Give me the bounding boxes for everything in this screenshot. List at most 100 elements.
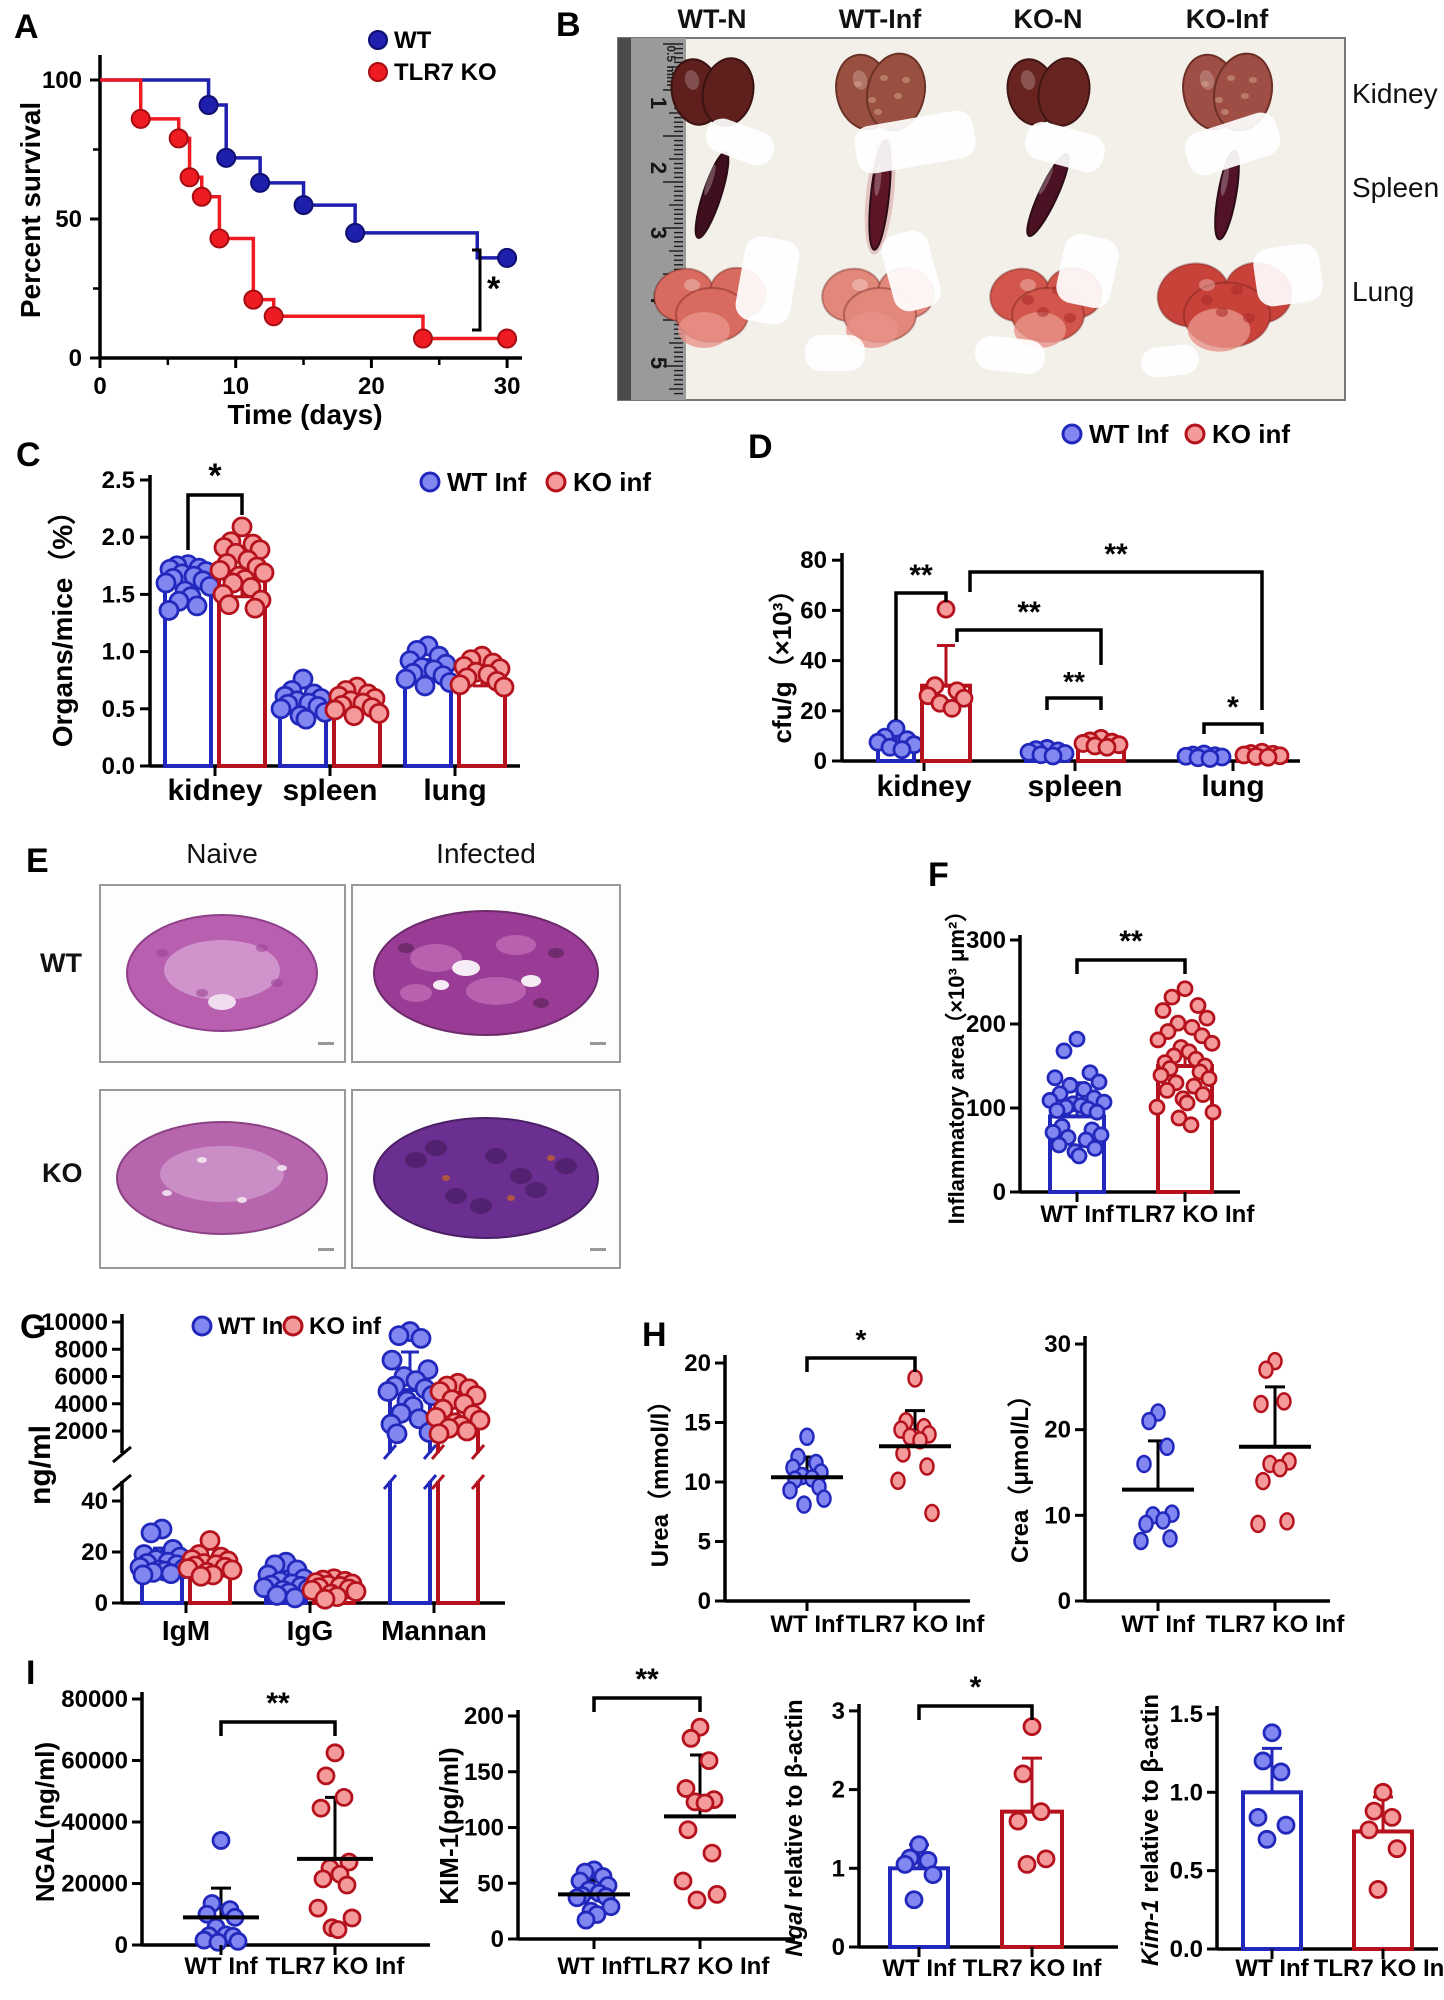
y-axis-title: cfu/g（×10³） — [767, 577, 797, 744]
scale-bar — [318, 1248, 334, 1251]
ruler-number: 3 — [646, 227, 671, 239]
panel-label-b: B — [556, 6, 581, 44]
scale-bar — [318, 1042, 334, 1045]
y-tick: 0 — [491, 1926, 504, 1953]
panel-e-row-wt: WT — [40, 948, 82, 978]
panel-e-row-ko: KO — [42, 1158, 83, 1188]
panel-b-col-wtinf: WT-Inf — [838, 4, 922, 34]
y-tick: 40 — [81, 1488, 108, 1515]
x-tick: 20 — [358, 373, 385, 400]
legend-wt: WT — [394, 27, 432, 54]
legend-ko: KO inf — [309, 1313, 382, 1340]
y-tick: 10 — [1044, 1502, 1071, 1529]
sig-label: * — [970, 1671, 982, 1704]
y-tick: 2.0 — [102, 524, 135, 551]
sig-bracket — [1045, 696, 1103, 710]
panel-b-col-kon: KO-N — [1013, 4, 1083, 34]
y-tick: 40000 — [61, 1809, 128, 1836]
y-tick: 20000 — [61, 1871, 128, 1898]
histology-panel — [99, 884, 621, 1269]
y-tick: 4000 — [55, 1391, 108, 1418]
y-tick: 0 — [95, 1590, 108, 1617]
x-category: IgM — [162, 1615, 210, 1646]
ruler-number: 5 — [646, 357, 671, 369]
y-tick: 100 — [464, 1815, 504, 1842]
sig-label: ** — [266, 1687, 290, 1720]
y-tick: 50 — [55, 206, 82, 233]
panel-b-col-koinf: KO-Inf — [1185, 4, 1269, 34]
legend-ko: KO inf — [573, 467, 651, 497]
sig-label: ** — [635, 1663, 659, 1696]
y-tick: 100 — [42, 67, 82, 94]
panel-label-f: F — [928, 856, 949, 894]
sig-bracket — [917, 1704, 1034, 1720]
y-tick: 200 — [966, 1011, 1006, 1038]
sig-bracket — [955, 628, 1103, 665]
panel-b-col-wtn: WT-N — [677, 4, 747, 34]
y-tick: 1.5 — [1170, 1701, 1203, 1728]
x-group-label: WT Inf — [1040, 1201, 1114, 1228]
y-tick: 60 — [800, 597, 827, 624]
y-tick: 40 — [800, 648, 827, 675]
organ-weight-chart: WT Inf KO inf 0.0 0.5 1.0 1.5 2.0 2.5 Organs/mic… — [46, 457, 651, 807]
panel-label-h: H — [642, 1316, 667, 1354]
x-category: lung — [1201, 770, 1264, 803]
y-tick: 0 — [832, 1934, 845, 1961]
sig-bracket — [968, 570, 1264, 710]
y-tick: 2 — [832, 1777, 845, 1804]
y-tick: 0.5 — [1170, 1858, 1203, 1885]
x-category: kidney — [167, 774, 262, 807]
sig-label: ** — [1104, 538, 1128, 571]
sig-bracket — [186, 493, 244, 550]
y-tick: 150 — [464, 1759, 504, 1786]
x-group-label: WT Inf — [557, 1953, 631, 1980]
y-axis-title: Ngal relative to β-actin — [781, 1699, 808, 1956]
x-category: IgG — [287, 1615, 334, 1646]
y-tick: 0 — [698, 1588, 711, 1615]
y-tick: 0.0 — [1170, 1936, 1203, 1963]
y-tick: 10000 — [41, 1309, 108, 1336]
scale-bar — [590, 1248, 606, 1251]
panel-label-g: G — [20, 1308, 47, 1346]
legend-ko: TLR7 KO — [394, 59, 497, 86]
y-tick: 0.5 — [102, 696, 135, 723]
panel-label-d: D — [748, 428, 773, 466]
organ-photos-panel: 123450.5 mm — [617, 37, 1346, 401]
y-axis-title: NGAL(ng/ml) — [30, 1742, 60, 1902]
ruler-number: 1 — [646, 97, 671, 109]
x-tick: 0 — [93, 373, 106, 400]
sig-bracket — [805, 1356, 917, 1372]
x-category: lung — [423, 774, 486, 807]
y-tick: 0 — [115, 1932, 128, 1959]
panel-b-row-lung: Lung — [1352, 276, 1415, 307]
panel-label-c: C — [16, 436, 41, 474]
sig-label: * — [856, 1324, 867, 1355]
y-axis-title: Inflammatory area（×10³ μm²） — [944, 900, 969, 1225]
sig-bracket — [894, 591, 948, 720]
sig-bracket — [592, 1696, 702, 1712]
scale-bar — [590, 1042, 606, 1045]
x-group-label: TLR7 KO Inf — [1116, 1201, 1256, 1228]
panel-label-a: A — [14, 8, 39, 46]
x-group-label: TLR7 KO Inf — [1206, 1611, 1346, 1638]
y-axis-title: Kim-1 relative to β-actin — [1137, 1694, 1164, 1966]
ruler-number: 2 — [646, 162, 671, 174]
y-tick: 2000 — [55, 1418, 108, 1445]
sig-label: ** — [909, 559, 933, 592]
panel-b-row-spleen: Spleen — [1352, 172, 1440, 203]
y-tick: 30 — [1044, 1331, 1071, 1358]
sig-label: ** — [1063, 666, 1085, 697]
x-group-label: WT Inf — [770, 1611, 844, 1638]
x-group-label: WT Inf — [1235, 1955, 1309, 1982]
x-tick: 30 — [494, 373, 521, 400]
survival-chart: 0 50 100 0 10 20 30 Time (days) Percent survival… — [15, 27, 522, 430]
x-category: spleen — [1027, 770, 1122, 803]
y-tick: 0 — [69, 345, 82, 372]
y-tick: 0 — [993, 1179, 1006, 1206]
y-tick: 50 — [477, 1870, 504, 1897]
